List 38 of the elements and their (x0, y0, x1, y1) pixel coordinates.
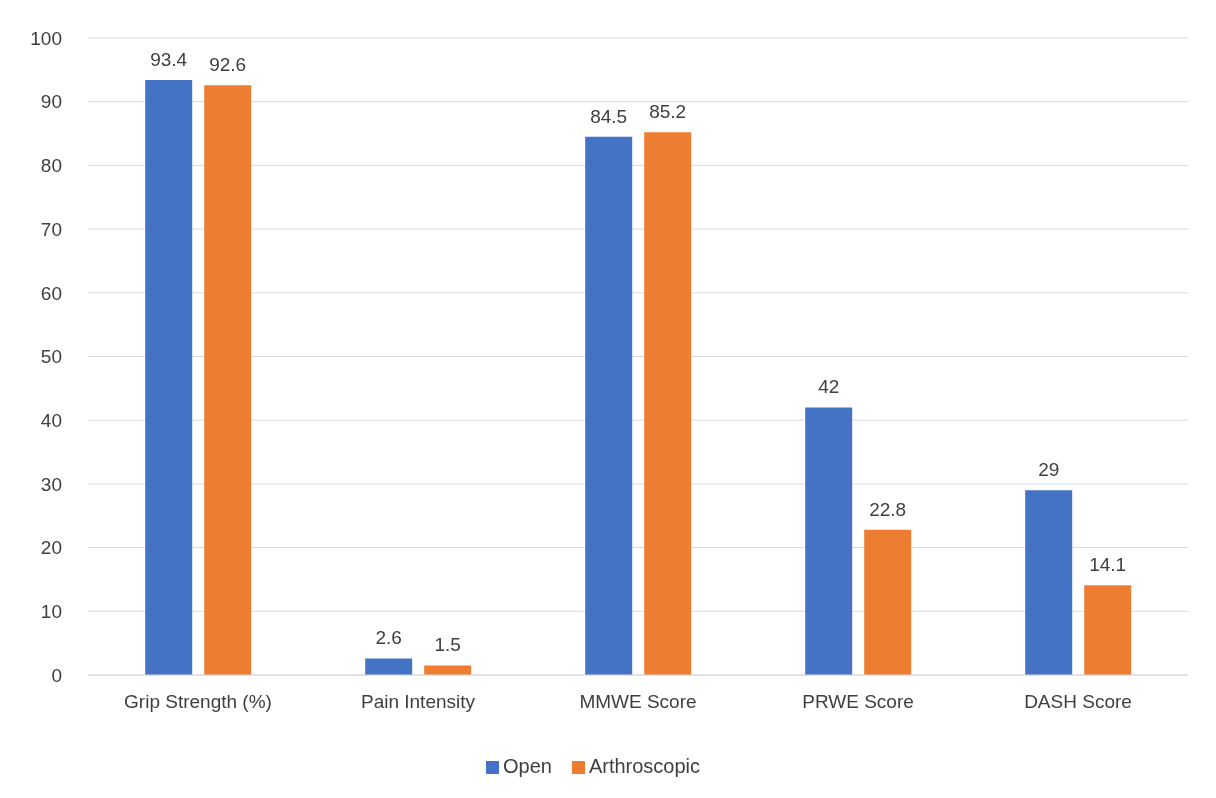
y-tick-label: 40 (40, 409, 62, 431)
legend-label: Arthroscopic (588, 755, 701, 777)
y-tick-label: 50 (40, 346, 62, 368)
data-label: 85.2 (649, 101, 687, 123)
y-tick-label: 80 (40, 155, 62, 177)
x-tick-label: PRWE Score (802, 691, 914, 713)
y-tick-label: 60 (40, 282, 62, 304)
y-tick-label: 20 (40, 537, 62, 559)
data-label: 22.8 (869, 498, 907, 520)
bar (204, 85, 252, 675)
bar (1025, 490, 1073, 675)
bar (644, 132, 692, 675)
bar (864, 529, 912, 675)
data-label: 42 (818, 376, 840, 398)
data-label: 14.1 (1089, 554, 1127, 576)
bar (1084, 585, 1132, 675)
y-tick-label: 90 (40, 91, 62, 113)
data-label: 84.5 (590, 105, 628, 127)
data-label: 2.6 (375, 627, 402, 649)
data-label: 92.6 (209, 54, 247, 76)
x-tick-label: MMWE Score (579, 691, 697, 713)
bar (365, 658, 413, 675)
y-tick-label: 30 (40, 473, 62, 495)
y-tick-label: 100 (30, 27, 62, 49)
data-label: 1.5 (434, 634, 461, 656)
bar (145, 80, 193, 675)
x-tick-label: Pain Intensity (360, 691, 476, 713)
bar (805, 407, 853, 675)
bar (424, 665, 472, 675)
y-tick-label: 70 (40, 218, 62, 240)
data-label: 93.4 (150, 49, 188, 71)
data-label: 29 (1038, 459, 1060, 481)
bar (585, 136, 633, 675)
y-tick-label: 0 (51, 664, 62, 686)
x-tick-label: Grip Strength (%) (124, 691, 272, 713)
legend-label: Open (502, 755, 552, 777)
y-tick-label: 10 (40, 601, 62, 623)
x-tick-label: DASH Score (1024, 691, 1132, 713)
